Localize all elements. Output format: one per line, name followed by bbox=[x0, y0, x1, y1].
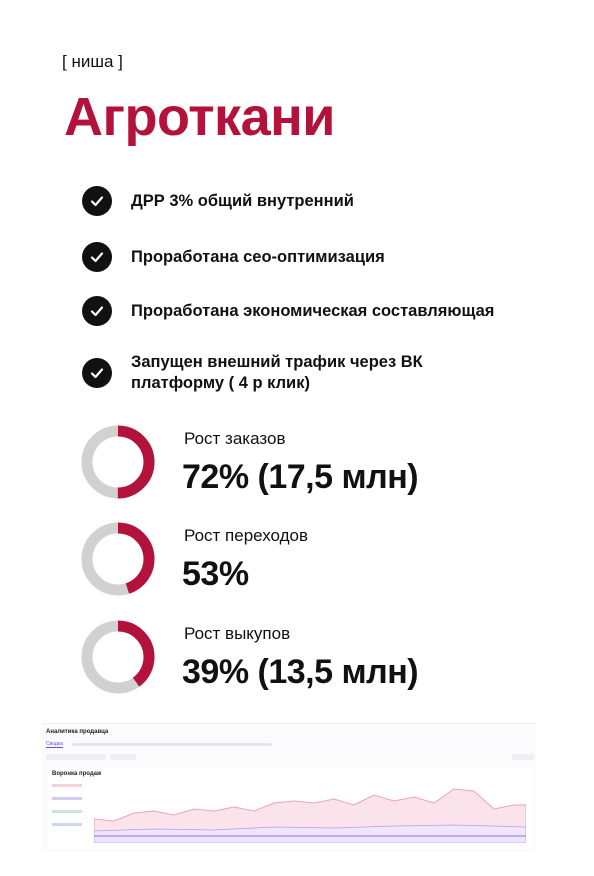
stat-orders: Рост заказов 72% (17,5 млн) bbox=[80, 424, 540, 504]
tabs-strip bbox=[72, 743, 272, 746]
check-icon bbox=[82, 242, 112, 272]
orders-ring-chart bbox=[81, 425, 155, 499]
checklist-item-text: Запущен внешний трафик через ВК платформ… bbox=[131, 353, 423, 392]
checklist-item-text: ДРР 3% общий внутренний bbox=[131, 191, 354, 210]
stat-value: 53% bbox=[182, 555, 249, 593]
buyouts-ring-chart bbox=[81, 620, 155, 694]
stat-buyouts: Рост выкупов 39% (13,5 млн) bbox=[80, 619, 540, 699]
legend-item bbox=[52, 810, 82, 813]
date-range-control[interactable] bbox=[46, 754, 106, 760]
clicks-ring-chart bbox=[81, 522, 155, 596]
checklist-item: Запущен внешний трафик через ВК платформ… bbox=[82, 352, 461, 394]
checklist-item-text: Проработана экономическая составляющая bbox=[131, 301, 495, 320]
legend-item bbox=[52, 823, 82, 826]
filter-button[interactable] bbox=[110, 754, 136, 760]
check-icon bbox=[82, 358, 112, 388]
funnel-legend bbox=[52, 784, 88, 842]
stat-clicks: Рост переходов 53% bbox=[80, 521, 540, 601]
export-button[interactable] bbox=[512, 754, 534, 760]
stat-label: Рост выкупов bbox=[184, 624, 291, 643]
checklist-item: ДРР 3% общий внутренний bbox=[82, 186, 354, 216]
funnel-panel: Воронка продаж bbox=[48, 767, 532, 849]
ring-fill bbox=[81, 620, 155, 694]
checklist-item-text: Проработана сео-оптимизация bbox=[131, 247, 385, 266]
checklist-item: Проработана экономическая составляющая bbox=[82, 296, 494, 326]
ring-fill bbox=[81, 522, 155, 596]
analytics-screenshot: Аналитика продавца Сводка Воронка продаж bbox=[42, 723, 536, 852]
page-title: Агроткани bbox=[64, 87, 335, 147]
legend-item bbox=[52, 797, 82, 800]
funnel-line-chart bbox=[94, 788, 526, 843]
legend-item bbox=[52, 784, 82, 787]
ring-fill bbox=[81, 425, 155, 499]
niche-tag: [ ниша ] bbox=[62, 52, 123, 71]
tab-summary[interactable]: Сводка bbox=[46, 741, 63, 748]
analytics-title: Аналитика продавца bbox=[46, 729, 109, 735]
funnel-title: Воронка продаж bbox=[52, 771, 102, 777]
stat-value: 72% (17,5 млн) bbox=[182, 458, 419, 496]
check-icon bbox=[82, 296, 112, 326]
stat-label: Рост переходов bbox=[184, 526, 309, 545]
checklist-item: Проработана сео-оптимизация bbox=[82, 242, 385, 272]
stat-label: Рост заказов bbox=[184, 429, 286, 448]
check-icon bbox=[82, 186, 112, 216]
stat-value: 39% (13,5 млн) bbox=[182, 653, 419, 691]
series-area bbox=[94, 824, 526, 843]
